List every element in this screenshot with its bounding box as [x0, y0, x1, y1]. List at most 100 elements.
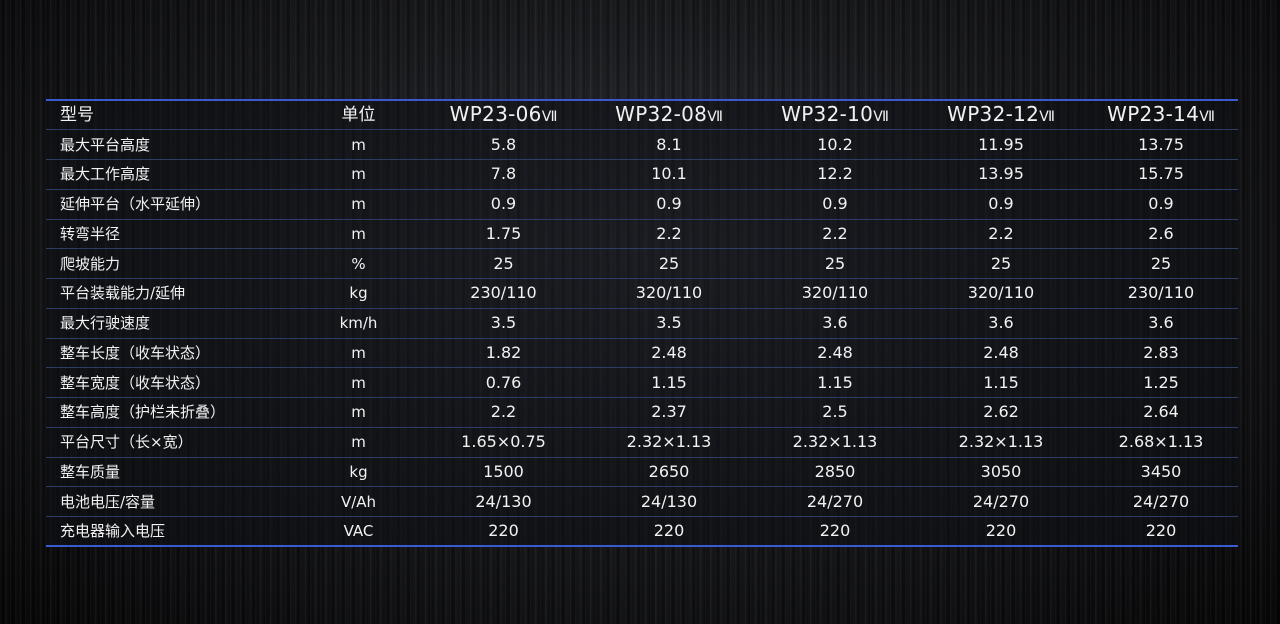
- header-model-label: 型号: [46, 99, 296, 130]
- spec-value: 3450: [1084, 456, 1238, 487]
- spec-value: 1.15: [752, 367, 918, 398]
- spec-value: 220: [918, 516, 1084, 548]
- spec-value: 3.5: [421, 307, 586, 338]
- table-row: 平台装载能力/延伸 kg 230/110 320/110 320/110 320/110 2…: [46, 278, 1238, 309]
- spec-value: 320/110: [586, 278, 752, 309]
- spec-unit: V/Ah: [296, 486, 421, 517]
- spec-unit: m: [296, 337, 421, 368]
- model-code: WP23-14: [1107, 101, 1200, 126]
- spec-unit: m: [296, 426, 421, 457]
- spec-value: 2.83: [1084, 337, 1238, 368]
- spec-value: 320/110: [752, 278, 918, 309]
- spec-value: 2.2: [918, 218, 1084, 249]
- model-series: Ⅶ: [1039, 108, 1055, 125]
- spec-name: 平台装载能力/延伸: [46, 278, 296, 309]
- table-row: 延伸平台（水平延伸） m 0.9 0.9 0.9 0.9 0.9: [46, 188, 1238, 219]
- spec-value: 2.6: [1084, 218, 1238, 249]
- spec-value: 2650: [586, 456, 752, 487]
- spec-unit: m: [296, 129, 421, 160]
- spec-name: 最大工作高度: [46, 159, 296, 190]
- spec-value: 2.68×1.13: [1084, 426, 1238, 457]
- spec-value: 24/130: [586, 486, 752, 517]
- spec-name: 整车质量: [46, 456, 296, 487]
- table-row: 整车高度（护栏未折叠） m 2.2 2.37 2.5 2.62 2.64: [46, 397, 1238, 428]
- spec-value: 220: [421, 516, 586, 548]
- table-row: 转弯半径 m 1.75 2.2 2.2 2.2 2.6: [46, 218, 1238, 249]
- spec-unit: m: [296, 188, 421, 219]
- spec-value: 12.2: [752, 159, 918, 190]
- spec-value: 13.95: [918, 159, 1084, 190]
- model-series: Ⅶ: [707, 108, 723, 125]
- spec-value: 10.2: [752, 129, 918, 160]
- spec-value: 25: [586, 248, 752, 279]
- spec-value: 24/270: [752, 486, 918, 517]
- spec-value: 1500: [421, 456, 586, 487]
- spec-value: 7.8: [421, 159, 586, 190]
- spec-value: 0.9: [421, 188, 586, 219]
- spec-name: 延伸平台（水平延伸）: [46, 188, 296, 219]
- spec-value: 2.62: [918, 397, 1084, 428]
- spec-value: 2.48: [586, 337, 752, 368]
- spec-value: 11.95: [918, 129, 1084, 160]
- spec-value: 1.15: [586, 367, 752, 398]
- spec-value: 2.2: [752, 218, 918, 249]
- spec-value: 3.6: [1084, 307, 1238, 338]
- spec-name: 平台尺寸（长×宽）: [46, 426, 296, 457]
- spec-name: 最大平台高度: [46, 129, 296, 160]
- model-header: WP32-10Ⅶ: [752, 99, 918, 130]
- spec-value: 2.32×1.13: [918, 426, 1084, 457]
- spec-value: 15.75: [1084, 159, 1238, 190]
- spec-value: 0.9: [752, 188, 918, 219]
- spec-value: 2850: [752, 456, 918, 487]
- spec-value: 2.2: [421, 397, 586, 428]
- spec-name: 整车高度（护栏未折叠）: [46, 397, 296, 428]
- model-series: Ⅶ: [873, 108, 889, 125]
- table-row: 爬坡能力% 25 25 25 25 25: [46, 248, 1238, 279]
- model-header: WP23-06Ⅶ: [421, 99, 586, 130]
- spec-value: 220: [752, 516, 918, 548]
- model-code: WP23-06: [449, 101, 542, 126]
- spec-value: 220: [586, 516, 752, 548]
- spec-value: 0.9: [586, 188, 752, 219]
- spec-name: 电池电压/容量: [46, 486, 296, 517]
- table-row: 整车质量 kg 1500 2650 2850 3050 3450: [46, 456, 1238, 487]
- spec-unit: m: [296, 367, 421, 398]
- spec-unit: VAC: [296, 516, 421, 548]
- spec-value: 2.37: [586, 397, 752, 428]
- spec-value: 2.32×1.13: [752, 426, 918, 457]
- spec-name: 转弯半径: [46, 218, 296, 249]
- spec-value: 0.76: [421, 367, 586, 398]
- spec-value: 1.15: [918, 367, 1084, 398]
- spec-value: 3.6: [752, 307, 918, 338]
- spec-value: 2.48: [918, 337, 1084, 368]
- header-unit-label: 单位: [296, 99, 421, 130]
- spec-name: 爬坡能力: [46, 248, 296, 279]
- model-code: WP32-10: [781, 101, 874, 126]
- spec-value: 2.5: [752, 397, 918, 428]
- spec-value: 1.75: [421, 218, 586, 249]
- table-row: 整车宽度（收车状态） m 0.76 1.15 1.15 1.15 1.25: [46, 367, 1238, 398]
- spec-unit: m: [296, 397, 421, 428]
- spec-value: 25: [1084, 248, 1238, 279]
- spec-unit: kg: [296, 456, 421, 487]
- spec-unit: m: [296, 159, 421, 190]
- spec-value: 25: [918, 248, 1084, 279]
- spec-unit: km/h: [296, 307, 421, 338]
- spec-value: 1.82: [421, 337, 586, 368]
- spec-value: 24/130: [421, 486, 586, 517]
- spec-value: 0.9: [1084, 188, 1238, 219]
- spec-value: 220: [1084, 516, 1238, 548]
- spec-value: 25: [421, 248, 586, 279]
- spec-unit: kg: [296, 278, 421, 309]
- spec-value: 3.6: [918, 307, 1084, 338]
- spec-value: 320/110: [918, 278, 1084, 309]
- model-header: WP23-14Ⅶ: [1084, 99, 1238, 130]
- spec-value: 25: [752, 248, 918, 279]
- table-row: 电池电压/容量 V/Ah 24/130 24/130 24/270 24/270 24/27…: [46, 486, 1238, 517]
- spec-value: 8.1: [586, 129, 752, 160]
- spec-table: 型号 单位 WP23-06Ⅶ WP32-08Ⅶ WP32-10Ⅶ WP32-12…: [46, 99, 1238, 548]
- spec-value: 24/270: [1084, 486, 1238, 517]
- table-row: 充电器输入电压 VAC 220 220 220 220 220: [46, 516, 1238, 548]
- spec-value: 3.5: [586, 307, 752, 338]
- spec-name: 充电器输入电压: [46, 516, 296, 548]
